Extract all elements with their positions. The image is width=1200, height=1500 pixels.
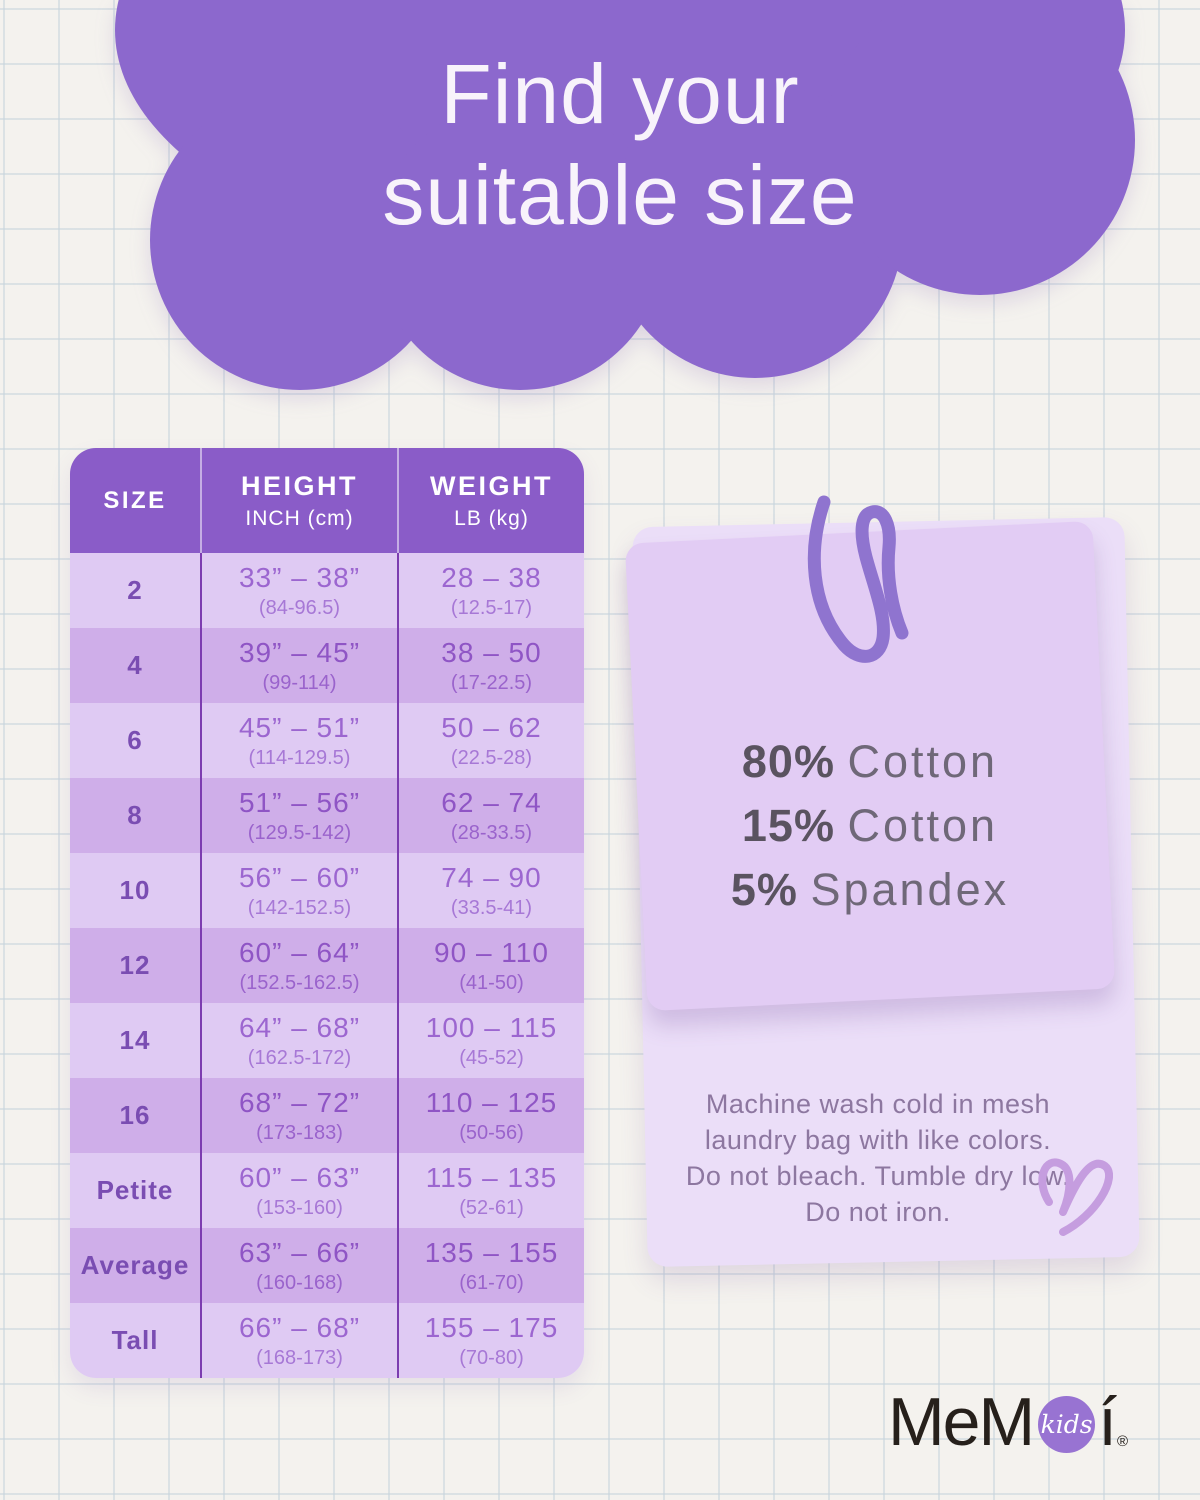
size-cell: Tall — [111, 1325, 159, 1355]
weight-range-kg: (12.5-17) — [450, 596, 533, 619]
weight-range: 135 – 155 — [424, 1236, 559, 1268]
page-title-line2: suitable size — [382, 148, 858, 242]
table-row: 4 39” – 45” (99-114) 38 – 50 (17-22.5) — [70, 628, 584, 703]
table-row: 8 51” – 56” (129.5-142) 62 – 74 (28-33.5) — [70, 778, 584, 853]
table-row: 2 33” – 38” (84-96.5) 28 – 38 (12.5-17) — [70, 553, 584, 628]
size-cell: 14 — [119, 1025, 151, 1055]
height-range-cm: (129.5-142) — [247, 821, 352, 844]
registered-mark: ® — [1117, 1433, 1129, 1450]
height-range-cm: (173-183) — [256, 1121, 343, 1144]
weight-range-kg: (45-52) — [459, 1046, 524, 1069]
height-range: 66” – 68” — [238, 1311, 361, 1343]
height-range: 33” – 38” — [238, 561, 361, 593]
size-cell: 6 — [127, 725, 143, 755]
height-range: 63” – 66” — [238, 1236, 361, 1268]
table-row: Tall 66” – 68” (168-173) 155 – 175 (70-80) — [70, 1303, 584, 1378]
weight-range-kg: (61-70) — [459, 1271, 524, 1294]
weight-range-kg: (52-61) — [459, 1196, 524, 1219]
composition-line: 80% Cotton — [741, 736, 999, 787]
weight-range-kg: (50-56) — [459, 1121, 524, 1144]
composition-line: 5% Spandex — [730, 864, 1010, 915]
height-range: 64” – 68” — [238, 1011, 361, 1043]
care-line: Do not iron. — [805, 1197, 951, 1227]
size-cell: 12 — [119, 950, 151, 980]
height-range: 51” – 56” — [238, 786, 361, 818]
care-instructions: Machine wash cold in mesh laundry bag wi… — [628, 1086, 1128, 1230]
height-range-cm: (162.5-172) — [247, 1046, 352, 1069]
header-weight: WEIGHT LB (kg) — [397, 448, 584, 553]
size-cell: 8 — [127, 800, 143, 830]
heart-doodle-icon — [1038, 1158, 1113, 1236]
size-chart-table: SIZE HEIGHT INCH (cm) WEIGHT LB (kg) 2 3… — [70, 448, 584, 1378]
fabric-composition: 80% Cotton 15% Cotton 5% Spandex — [628, 730, 1112, 922]
size-cell: Average — [80, 1250, 190, 1280]
care-line: Machine wash cold in mesh — [705, 1089, 1051, 1119]
table-row: Petite 60” – 63” (153-160) 115 – 135 (52-6… — [70, 1153, 584, 1228]
height-range-cm: (99-114) — [262, 671, 337, 694]
size-cell: 10 — [119, 875, 151, 905]
table-row: 6 45” – 51” (114-129.5) 50 – 62 (22.5-28) — [70, 703, 584, 778]
weight-range-kg: (17-22.5) — [450, 671, 533, 694]
brand-logo: MeM kids í ® — [888, 1388, 1128, 1456]
size-cell: Petite — [96, 1175, 174, 1205]
header-size: SIZE — [103, 486, 167, 514]
weight-range-kg: (70-80) — [459, 1346, 524, 1369]
weight-range-kg: (33.5-41) — [450, 896, 533, 919]
height-range: 60” – 63” — [238, 1161, 361, 1193]
page-title: Find your suitable size — [120, 44, 1120, 246]
height-range-cm: (84-96.5) — [258, 596, 341, 619]
logo-text-prefix: MeM — [888, 1384, 1035, 1460]
table-header-row: SIZE HEIGHT INCH (cm) WEIGHT LB (kg) — [70, 448, 584, 553]
height-range-cm: (153-160) — [256, 1196, 343, 1219]
height-range: 60” – 64” — [238, 936, 361, 968]
care-line: laundry bag with like colors. — [704, 1125, 1052, 1155]
table-row: 16 68” – 72” (173-183) 110 – 125 (50-56) — [70, 1078, 584, 1153]
height-range: 68” – 72” — [238, 1086, 361, 1118]
weight-range: 90 – 110 — [434, 936, 549, 968]
weight-range-kg: (28-33.5) — [450, 821, 533, 844]
table-row: 14 64” – 68” (162.5-172) 100 – 115 (45-52) — [70, 1003, 584, 1078]
height-range: 39” – 45” — [238, 636, 361, 668]
weight-range: 74 – 90 — [441, 861, 542, 893]
table-row: Average 63” – 66” (160-168) 135 – 155 (61-… — [70, 1228, 584, 1303]
height-range-cm: (160-168) — [256, 1271, 343, 1294]
logo-kids-label: kids — [1040, 1409, 1093, 1439]
note-cards: 80% Cotton 15% Cotton 5% Spandex Machine… — [624, 495, 1140, 1268]
logo-text-suffix: í — [1098, 1384, 1117, 1460]
care-line: Do not bleach. Tumble dry low. — [685, 1161, 1071, 1191]
size-cell: 16 — [119, 1100, 151, 1130]
logo-kids-badge: kids — [1038, 1395, 1096, 1453]
height-range-cm: (152.5-162.5) — [239, 971, 360, 994]
weight-range: 110 – 125 — [425, 1086, 558, 1118]
height-range-cm: (114-129.5) — [248, 746, 351, 769]
height-range: 45” – 51” — [238, 711, 361, 743]
weight-range: 38 – 50 — [441, 636, 542, 668]
weight-range: 100 – 115 — [425, 1011, 558, 1043]
composition-line: 15% Cotton — [741, 800, 999, 851]
height-range-cm: (142-152.5) — [247, 896, 352, 919]
weight-range: 28 – 38 — [441, 561, 542, 593]
paperclip-icon — [807, 495, 909, 663]
weight-range-kg: (41-50) — [459, 971, 524, 994]
height-range: 56” – 60” — [238, 861, 361, 893]
table-row: 12 60” – 64” (152.5-162.5) 90 – 110 (41-50… — [70, 928, 584, 1003]
size-cell: 2 — [127, 575, 143, 605]
height-range-cm: (168-173) — [256, 1346, 343, 1369]
weight-range: 50 – 62 — [441, 711, 542, 743]
weight-range: 155 – 175 — [424, 1311, 559, 1343]
weight-range-kg: (22.5-28) — [450, 746, 533, 769]
table-row: 10 56” – 60” (142-152.5) 74 – 90 (33.5-41) — [70, 853, 584, 928]
weight-range: 62 – 74 — [441, 786, 542, 818]
header-height: HEIGHT INCH (cm) — [200, 448, 397, 553]
page-title-line1: Find your — [440, 47, 800, 141]
weight-range: 115 – 135 — [425, 1161, 558, 1193]
cloud-shape — [115, 0, 1135, 390]
size-cell: 4 — [127, 650, 143, 680]
